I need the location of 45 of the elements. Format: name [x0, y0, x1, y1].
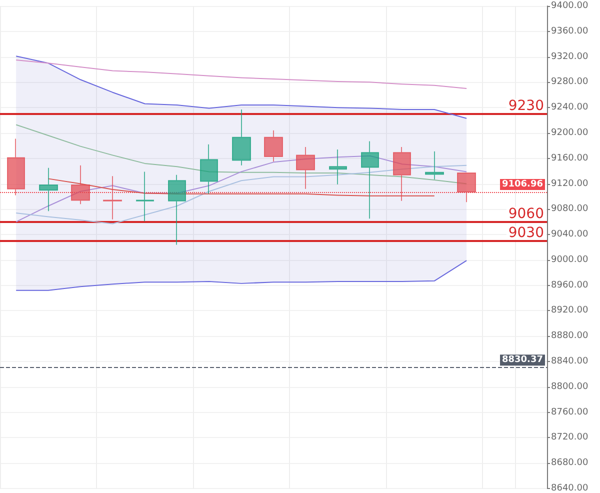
- candlestick: [168, 174, 186, 246]
- y-tick-label: 9120.00: [551, 178, 588, 189]
- candlestick: [329, 148, 347, 185]
- line-series: [16, 164, 468, 224]
- y-tick-label: 9400.00: [551, 1, 588, 11]
- y-tick-label: 8840.00: [551, 356, 588, 367]
- y-tick-label: 9160.00: [551, 153, 588, 164]
- y-tick-label: 8960.00: [551, 280, 588, 290]
- y-tick-label: 8920.00: [551, 306, 588, 316]
- y-tick-label: 9360.00: [551, 26, 588, 36]
- candlestick: [39, 167, 58, 212]
- ref-line-label: 9060: [508, 206, 544, 222]
- y-tick-label: 8880.00: [551, 331, 588, 342]
- line-series: [16, 260, 468, 291]
- candlestick: [103, 176, 122, 220]
- candlestick: [457, 172, 476, 203]
- candlestick: [136, 171, 154, 222]
- y-tick-label: 8680.00: [551, 458, 588, 468]
- y-tick-label: 8640.00: [551, 484, 588, 493]
- candlestick: [393, 146, 411, 202]
- ref-line-label: 9030: [508, 224, 544, 241]
- candlestick: [232, 108, 251, 166]
- y-tick-label: 8720.00: [551, 432, 588, 443]
- candlestick: [296, 146, 315, 190]
- y-tick-label: 9000.00: [551, 254, 588, 265]
- line-series: [16, 56, 468, 119]
- candlestick: [264, 130, 283, 162]
- ref-line-label: 9230: [508, 98, 544, 114]
- line-series: [16, 59, 468, 90]
- y-tick-label: 9280.00: [551, 77, 588, 88]
- candlestick: [425, 150, 444, 180]
- candlestick: [361, 140, 379, 220]
- y-tick-label: 9240.00: [551, 102, 588, 113]
- ref-line-label: 9106.96: [502, 180, 543, 190]
- y-tick-label: 9200.00: [551, 128, 588, 138]
- candlestick: [7, 138, 25, 196]
- ref-line-label: 8830.37: [502, 355, 543, 366]
- line-series: [48, 178, 435, 196]
- y-tick-label: 9320.00: [551, 52, 588, 62]
- y-tick-label: 8760.00: [551, 407, 588, 418]
- y-tick-label: 8800.00: [551, 382, 588, 392]
- candlestick: [71, 164, 90, 205]
- candlestick: [200, 144, 218, 194]
- y-tick-label: 9040.00: [551, 230, 588, 240]
- y-tick-label: 9080.00: [551, 204, 588, 214]
